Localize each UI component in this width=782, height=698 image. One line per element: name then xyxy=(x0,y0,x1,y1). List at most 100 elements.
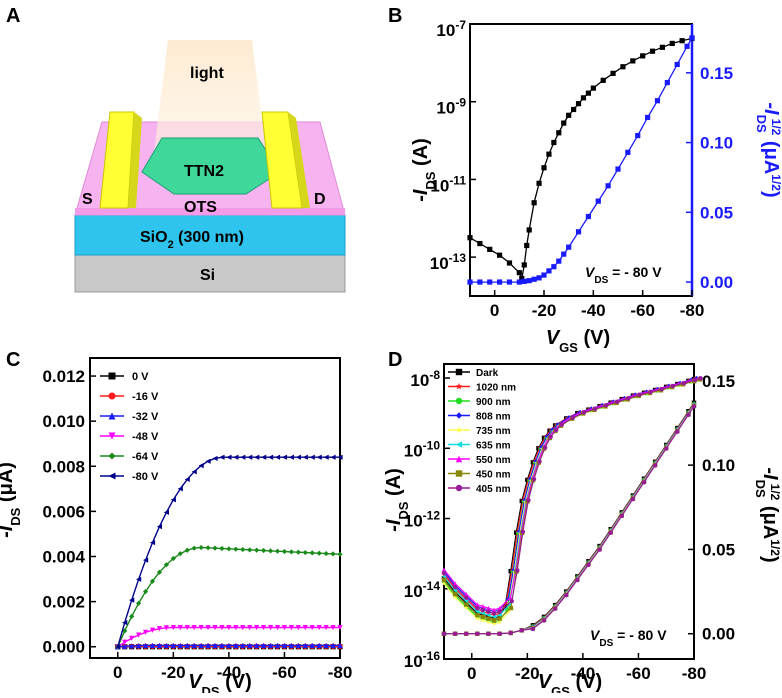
ots-label: OTS xyxy=(184,199,217,216)
chart-c-legend-label: -16 V xyxy=(132,391,159,403)
chart-c-point-5 xyxy=(330,455,335,460)
chart-d-sqrt-line-2 xyxy=(444,404,694,634)
chart-d-legend-label: 550 nm xyxy=(476,455,511,466)
chart-d-log-point-8 xyxy=(626,396,630,400)
chart-c-point-5 xyxy=(233,455,238,460)
panel-label-b: B xyxy=(388,5,402,27)
chart-b-point-1 xyxy=(576,229,581,234)
chart-d-sqrt-point-8 xyxy=(686,413,690,417)
chart-c-point-5 xyxy=(212,456,217,461)
chart-c-xlabel: VDS (V) xyxy=(188,671,252,693)
chart-d-xtick-label: -80 xyxy=(682,664,707,683)
si-label: Si xyxy=(200,267,215,284)
chart-d-sqrt-point-8 xyxy=(520,628,524,632)
chart-d-log-point-8 xyxy=(453,585,457,589)
chart-b-point-1 xyxy=(635,133,640,138)
chart-d-log-point-7 xyxy=(464,602,468,606)
chart-c-xtick-label: -60 xyxy=(272,663,297,682)
chart-c-point-4 xyxy=(247,547,252,552)
chart-c-point-5 xyxy=(282,455,287,460)
chart-d-log-point-8 xyxy=(464,595,468,599)
chart-c-legend: 0 V-16 V-32 V-48 V-64 V-80 V xyxy=(100,371,159,483)
chart-d-log-point-7 xyxy=(475,613,479,617)
chart-d-ytick-left-label: 10-14 xyxy=(404,579,441,601)
chart-c-legend-marker xyxy=(109,453,116,460)
chart-d-log-point-7 xyxy=(481,615,485,619)
chart-b-point-0 xyxy=(576,101,581,106)
chart-b-xlabel: VGS (V) xyxy=(546,327,610,355)
chart-d-sqrt-line-4 xyxy=(444,405,694,634)
chart-b-xtick-label: -80 xyxy=(680,301,705,320)
chart-d-log-point-8 xyxy=(682,381,686,385)
chart-b-point-0 xyxy=(566,113,571,118)
chart-c-ytick-label: 0.004 xyxy=(42,547,85,566)
chart-d-legend-label: 450 nm xyxy=(476,470,511,481)
chart-c-legend-marker xyxy=(109,373,116,380)
chart-d-ylabel-right: -IDS1/2 (μA1/2) xyxy=(754,467,782,562)
chart-c-point-4 xyxy=(212,546,217,551)
chart-d-log-point-8 xyxy=(604,403,608,407)
chart-c-series-line-4 xyxy=(118,548,340,647)
chart-b-series xyxy=(467,35,694,284)
chart-c-series xyxy=(115,455,342,650)
chart-d-log-point-8 xyxy=(593,407,597,411)
chart-c-point-4 xyxy=(310,550,315,555)
chart-d-sqrt-point-8 xyxy=(486,632,490,636)
chart-b-frame xyxy=(470,24,692,296)
chart-b-point-0 xyxy=(640,53,645,58)
chart-c-point-4 xyxy=(199,545,204,550)
chart-c-point-4 xyxy=(289,549,294,554)
chart-c-ytick-label: 0.000 xyxy=(42,638,85,657)
chart-b-point-0 xyxy=(551,140,556,145)
chart-c-ytick-label: 0.006 xyxy=(42,502,85,521)
chart-b-ylabel-right: -IDS1/2 (μA1/2) xyxy=(755,102,782,197)
chart-c-legend-label: -32 V xyxy=(132,411,159,423)
chart-d-log-point-7 xyxy=(453,592,457,596)
chart-b-xtick-label: -40 xyxy=(581,301,606,320)
chart-d-legend-marker xyxy=(456,398,462,404)
chart-d-sqrt-line-3 xyxy=(444,404,694,633)
chart-d-sqrt-line-1 xyxy=(444,403,694,633)
chart-c-point-4 xyxy=(219,546,224,551)
chart-d-sqrt-point-8 xyxy=(664,446,668,450)
chart-d-legend-label: Dark xyxy=(476,368,499,379)
chart-b-point-1 xyxy=(477,279,482,284)
chart-c-xtick-label: -20 xyxy=(161,663,186,682)
chart-d-ytick-right-label: 0.15 xyxy=(702,372,735,391)
chart-c-point-5 xyxy=(240,455,245,460)
chart-b-point-0 xyxy=(586,91,591,96)
chart-c-point-5 xyxy=(171,497,176,502)
chart-b-series-line-0 xyxy=(470,38,692,278)
chart-b-point-1 xyxy=(665,80,670,85)
chart-c-point-4 xyxy=(317,551,322,556)
chart-d-ytick-left-label: 10-8 xyxy=(410,368,440,390)
chart-c-point-4 xyxy=(185,548,190,553)
chart-b-point-0 xyxy=(507,260,512,265)
chart-d-sqrt-point-8 xyxy=(531,627,535,631)
chart-c-point-4 xyxy=(192,546,197,551)
chart-d-legend-label: 900 nm xyxy=(476,397,511,408)
chart-b-point-1 xyxy=(566,245,571,250)
chart-b-point-1 xyxy=(536,275,541,280)
chart-b-point-1 xyxy=(517,279,522,284)
chart-d-legend-marker xyxy=(456,369,462,375)
chart-d-log-point-8 xyxy=(554,428,558,432)
chart-d-sqrt-point-8 xyxy=(597,547,601,551)
chart-b-point-1 xyxy=(684,44,689,49)
chart-d-log-point-8 xyxy=(560,422,564,426)
chart-d-log-point-8 xyxy=(481,608,485,612)
chart-d-log-point-8 xyxy=(486,609,490,613)
chart-d-sqrt-point-8 xyxy=(553,606,557,610)
chart-c-ylabel: -IDS (μA) xyxy=(0,462,23,538)
chart-b-point-0 xyxy=(522,262,527,267)
chart-b-point-1 xyxy=(556,259,561,264)
chart-d-sqrt-point-8 xyxy=(675,429,679,433)
chart-b-point-1 xyxy=(487,279,492,284)
chart-c-point-5 xyxy=(310,455,315,460)
chart-b-ytick-right-label: 0.00 xyxy=(700,273,733,292)
chart-d-sqrt-point-8 xyxy=(642,480,646,484)
chart-c-point-4 xyxy=(261,548,266,553)
